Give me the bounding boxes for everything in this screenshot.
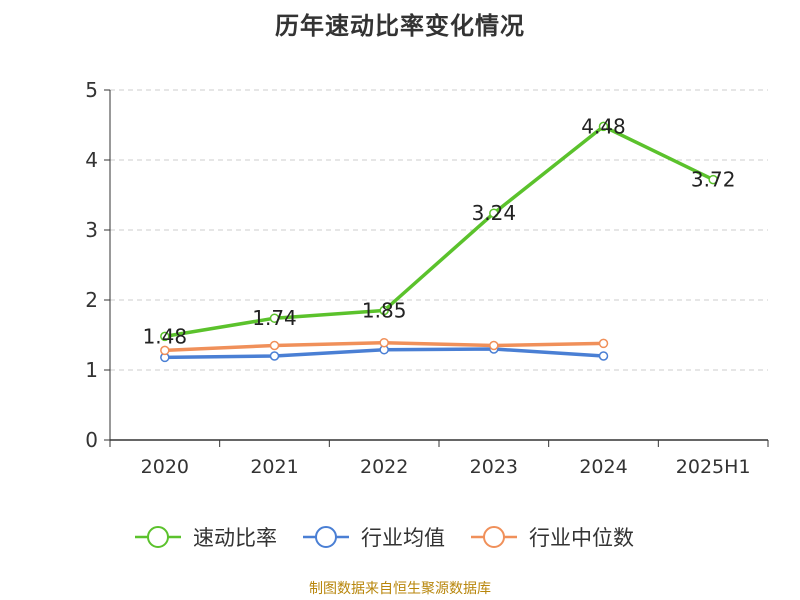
axes: 0 1 2 3 4 5 2020 2021 2022 2023 2024 2025H1 [85, 78, 769, 478]
x-tick-label: 2021 [250, 456, 298, 478]
y-tick-label: 0 [85, 428, 98, 452]
data-point [269, 351, 280, 361]
y-tick-label: 1 [85, 358, 98, 382]
legend-item-0[interactable]: 速动比率 [135, 526, 277, 550]
series-lines [160, 121, 718, 363]
legend-item-2[interactable]: 行业中位数 [471, 526, 634, 550]
y-tick-label: 4 [85, 148, 98, 172]
data-label: 1.48 [143, 324, 188, 348]
series-line-0 [163, 124, 715, 339]
grid-lines [110, 89, 768, 371]
data-point [598, 338, 609, 349]
legend-marker [483, 526, 505, 548]
x-tick-label: 2025H1 [676, 456, 751, 478]
x-tick-label: 2024 [579, 456, 627, 478]
legend-label: 行业中位数 [529, 526, 634, 550]
x-tick-label: 2023 [470, 456, 518, 478]
legend-label: 行业均值 [361, 526, 445, 550]
data-label: 1.85 [362, 299, 407, 323]
data-label: 3.72 [691, 168, 736, 192]
legend-marker [315, 526, 337, 548]
data-point [379, 305, 389, 316]
y-tick-label: 2 [85, 288, 98, 312]
data-label: 3.24 [472, 201, 517, 225]
data-labels: 1.48 1.74 1.85 3.24 4.48 3.72 [143, 114, 736, 348]
legend[interactable]: 速动比率 行业均值 行业中位数 [135, 526, 634, 550]
data-point [489, 340, 499, 351]
data-point [489, 208, 499, 218]
legend-label: 速动比率 [193, 526, 277, 550]
data-point [379, 337, 389, 348]
y-tick-label: 3 [85, 218, 98, 242]
x-tick-label: 2022 [360, 456, 408, 478]
data-point [269, 340, 280, 351]
data-point [598, 351, 609, 361]
data-point [598, 121, 609, 132]
legend-item-1[interactable]: 行业均值 [303, 526, 445, 550]
data-point [269, 313, 280, 323]
y-tick-label: 5 [85, 78, 98, 102]
legend-marker [147, 526, 169, 548]
data-label: 1.74 [252, 306, 297, 330]
data-point [708, 174, 718, 185]
data-point [160, 345, 170, 356]
data-label: 4.48 [581, 114, 626, 138]
x-tick-label: 2020 [141, 456, 189, 478]
data-source-note: 制图数据来自恒生聚源数据库 [309, 581, 491, 597]
data-point [160, 331, 170, 342]
chart-title: 历年速动比率变化情况 [275, 12, 525, 40]
